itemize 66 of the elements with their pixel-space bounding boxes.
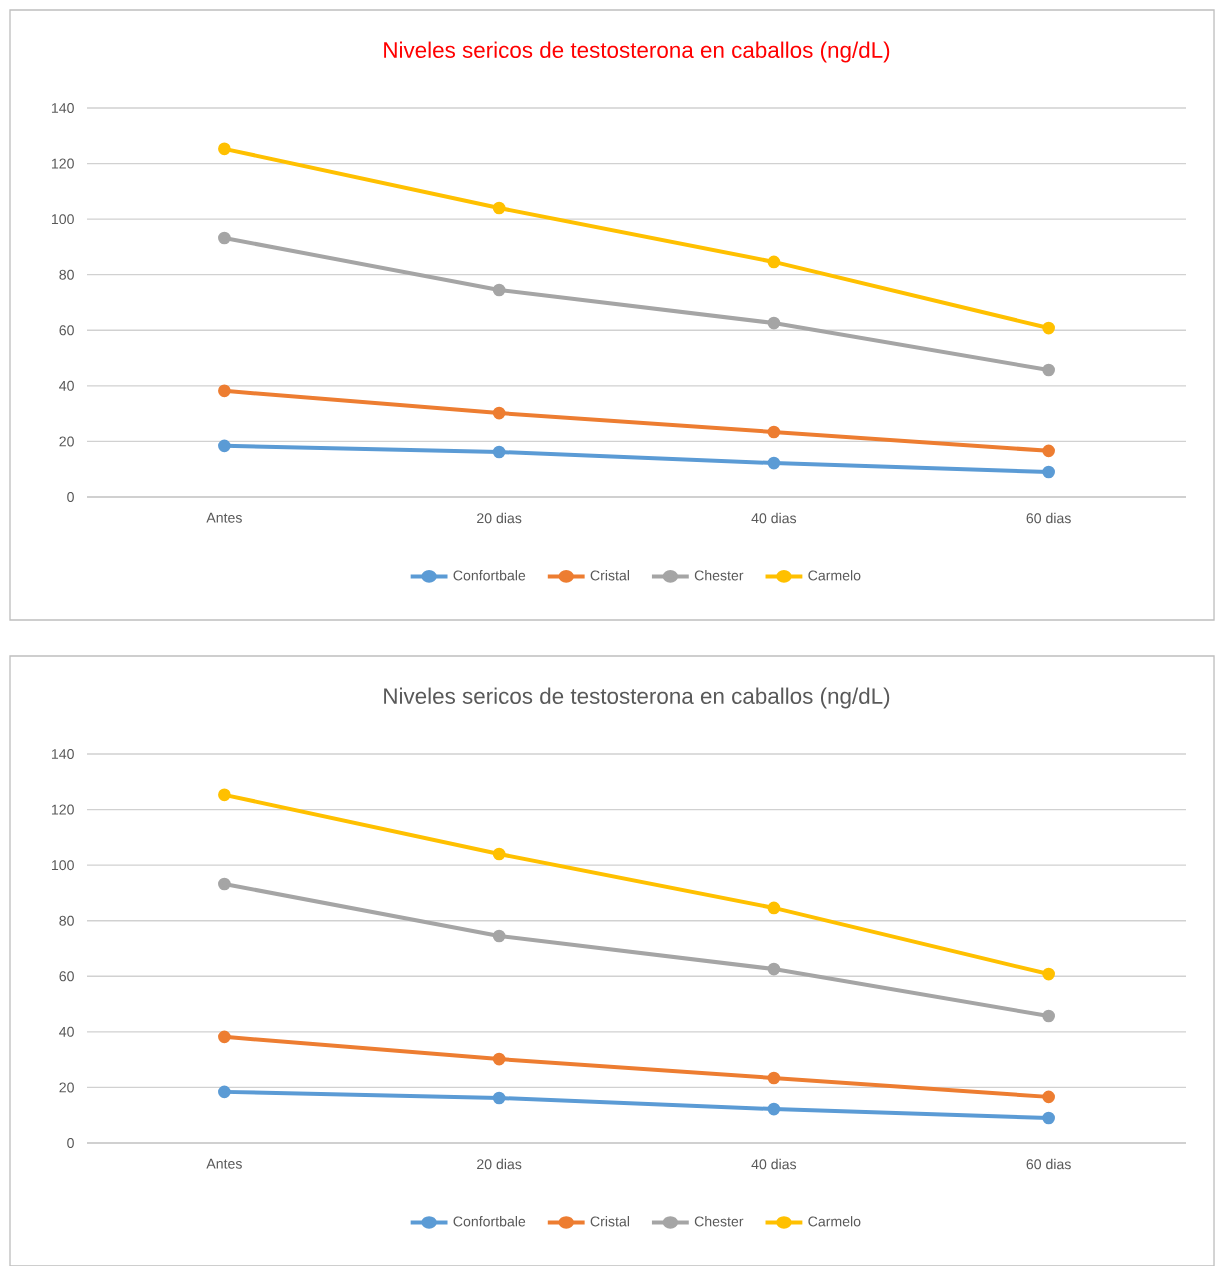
chart-title: Niveles sericos de testosterona en caballos (ng/dL): [384, 687, 890, 709]
x-tick-label: 40 dias: [751, 512, 797, 524]
point: [1042, 967, 1055, 981]
y-tick-label: 80: [59, 915, 74, 926]
legend-label: Chester: [694, 570, 744, 581]
point: [218, 1030, 231, 1044]
point: [492, 1091, 506, 1105]
point: [492, 406, 506, 420]
legend-label: Cristal: [590, 1216, 629, 1227]
point: [492, 847, 506, 861]
point: [492, 1052, 506, 1066]
x-tick-label: 60 dias: [1026, 512, 1071, 524]
point: [218, 231, 231, 245]
point: [767, 425, 781, 439]
point: [767, 901, 781, 915]
point: [767, 1102, 781, 1116]
x-tick-label: Antes: [206, 1158, 242, 1169]
point: [1042, 1090, 1055, 1104]
point: [218, 142, 231, 156]
y-tick-label: 120: [51, 804, 74, 815]
legend-label: Confortbale: [453, 570, 526, 581]
x-tick-label: 60 dias: [1026, 1158, 1071, 1170]
point: [218, 788, 231, 802]
point: [1042, 363, 1055, 377]
point: [767, 456, 781, 470]
y-tick-label: 20: [59, 436, 74, 447]
y-tick-label: 100: [51, 860, 74, 871]
x-tick-label: 40 dias: [751, 1158, 797, 1170]
y-tick-label: 100: [51, 214, 74, 225]
y-tick-label: 140: [51, 103, 74, 113]
point: [1042, 1111, 1055, 1125]
y-tick-label: 120: [51, 158, 74, 169]
y-tick-label: 0: [67, 492, 74, 502]
point: [1042, 1009, 1055, 1023]
point: [767, 316, 781, 330]
point: [218, 877, 231, 891]
y-tick-label: 40: [59, 380, 74, 391]
y-tick-label: 140: [51, 749, 74, 759]
y-tick-label: 60: [59, 971, 74, 982]
point: [492, 929, 506, 943]
y-tick-label: 80: [59, 269, 74, 280]
legend-label: Cristal: [590, 570, 629, 581]
point: [492, 283, 506, 297]
legend-label: Carmelo: [808, 1216, 861, 1227]
y-tick-label: 60: [59, 325, 74, 336]
point: [492, 445, 506, 459]
point: [218, 439, 231, 453]
x-tick-label: Antes: [206, 512, 242, 523]
point: [767, 962, 781, 976]
legend-label: Chester: [694, 1216, 744, 1227]
legend-label: Confortbale: [453, 1216, 526, 1227]
y-tick-label: 20: [59, 1082, 74, 1093]
x-tick-label: 20 dias: [477, 1158, 522, 1170]
point: [218, 384, 231, 398]
legend-label: Carmelo: [808, 570, 861, 581]
point: [767, 255, 781, 269]
x-tick-label: 20 dias: [477, 512, 522, 524]
point: [218, 1085, 231, 1099]
point: [767, 1071, 781, 1085]
point: [1042, 465, 1055, 479]
y-tick-label: 40: [59, 1026, 74, 1037]
chart-title: Niveles sericos de testosterona en caballos (ng/dL): [384, 41, 890, 63]
point: [1042, 444, 1055, 458]
point: [1042, 321, 1055, 335]
y-tick-label: 0: [67, 1138, 74, 1148]
point: [492, 201, 506, 215]
